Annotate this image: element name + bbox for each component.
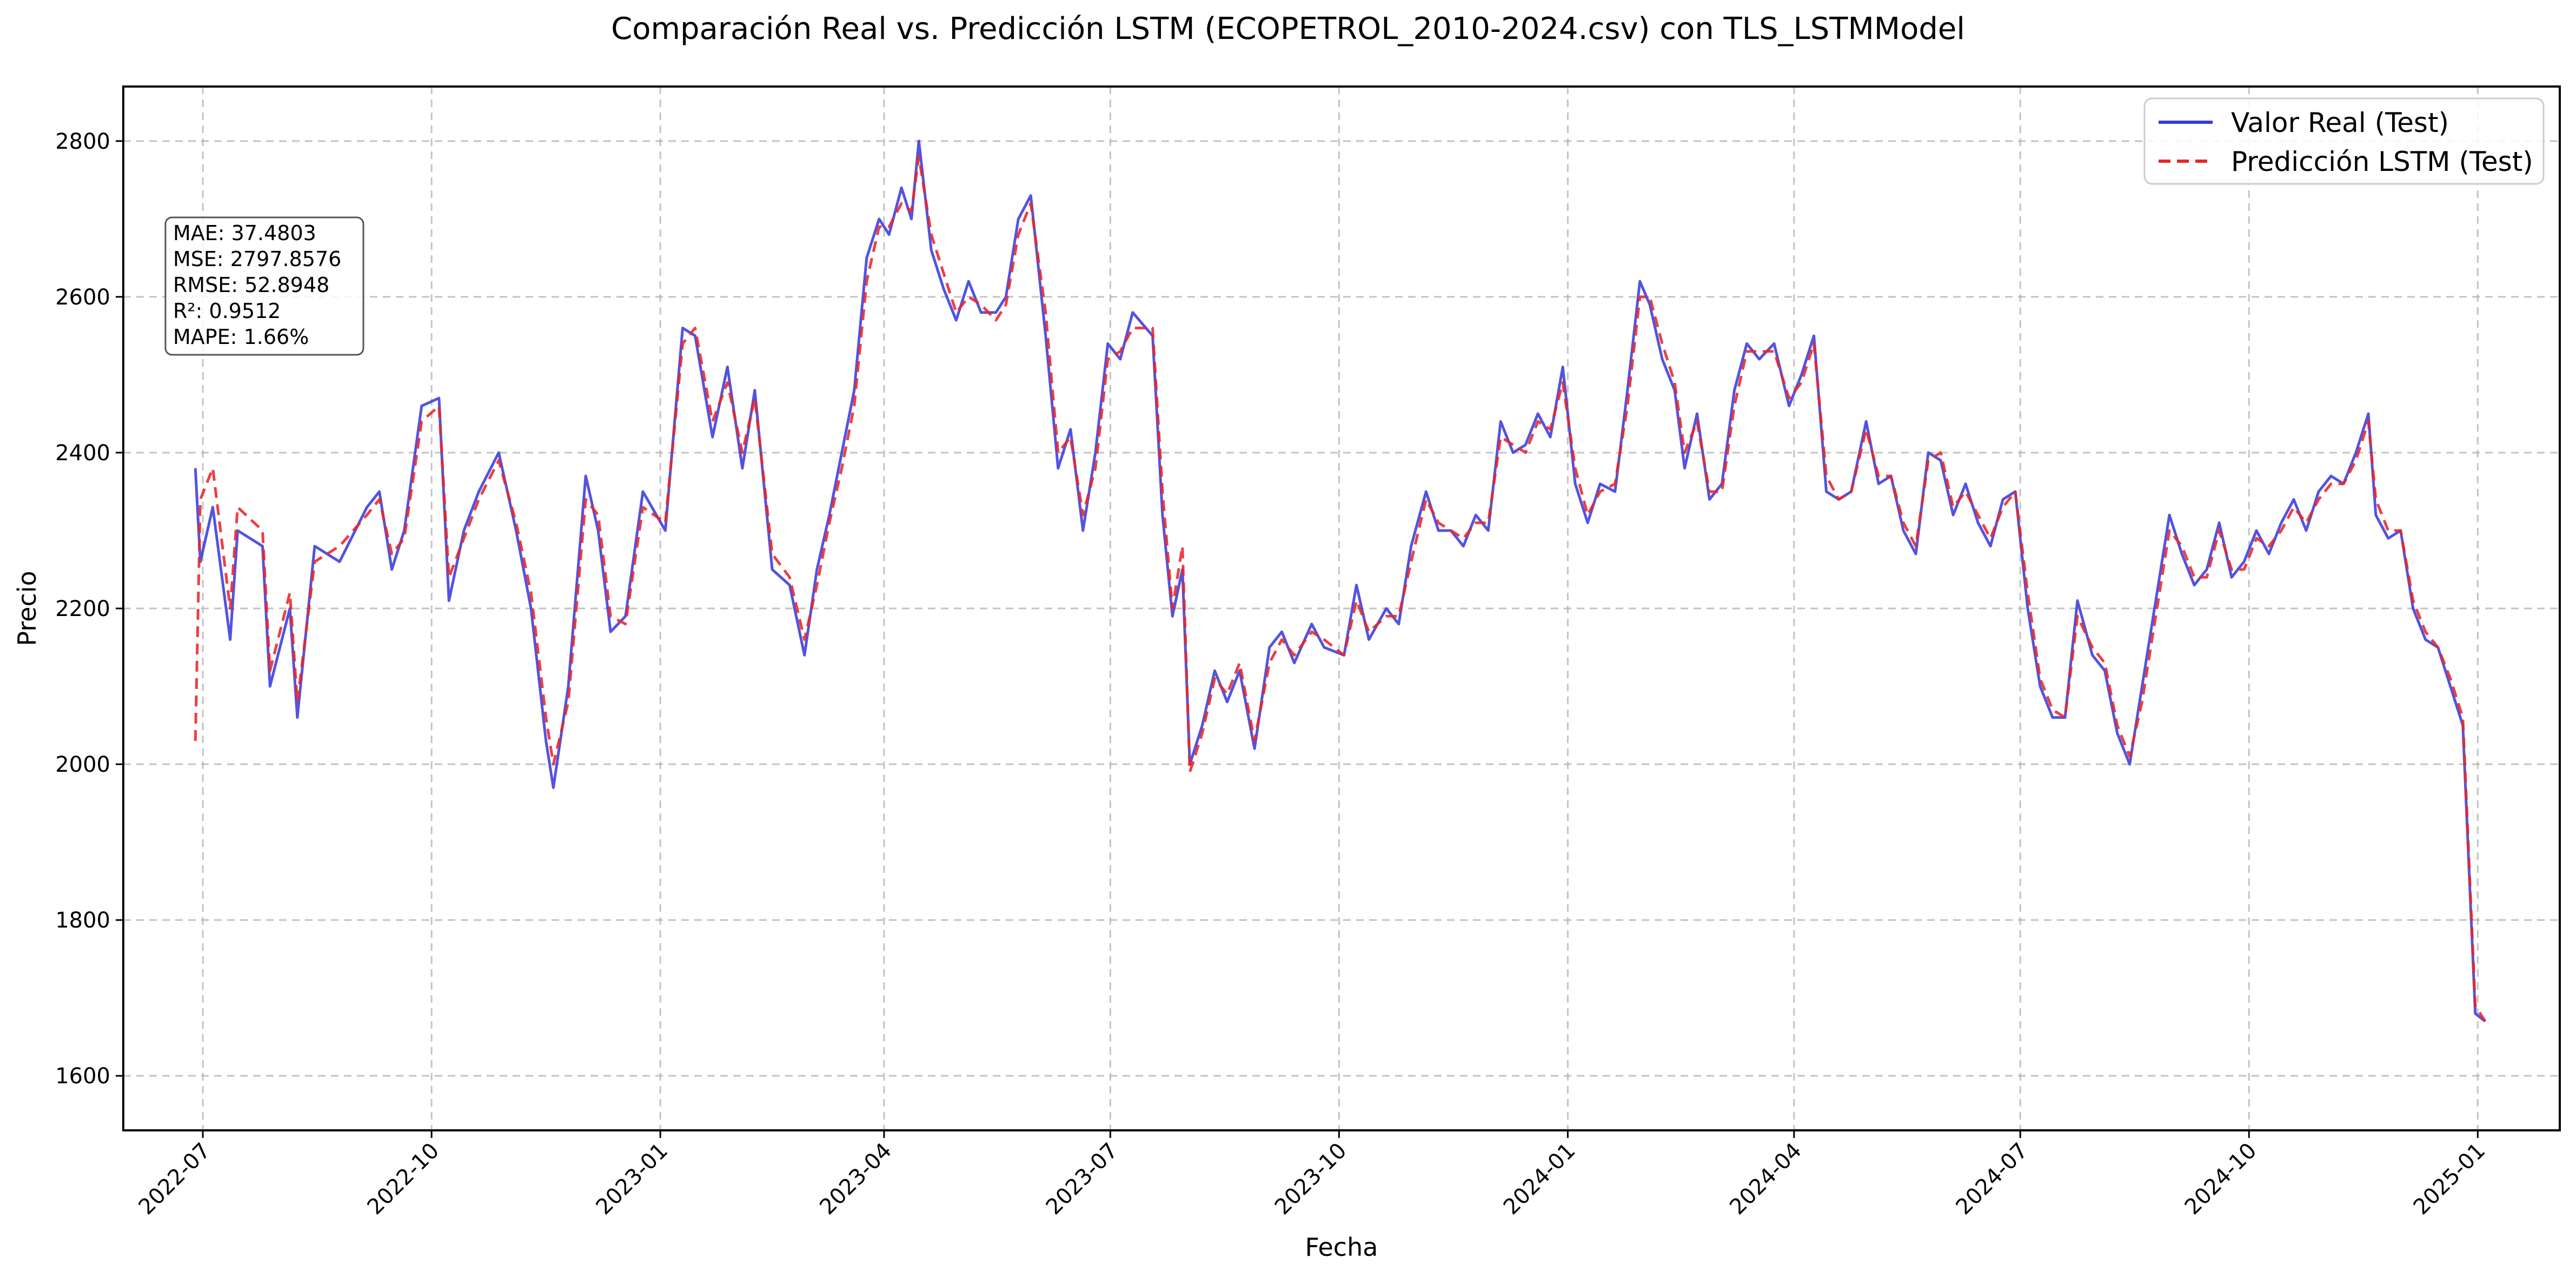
y-tick-label: 2800	[55, 129, 110, 154]
stats-r2: R²: 0.9512	[173, 299, 281, 323]
stats-mape: MAPE: 1.66%	[173, 325, 309, 349]
y-tick-label: 1600	[55, 1064, 110, 1089]
legend: Valor Real (Test) Predicción LSTM (Test)	[2143, 97, 2545, 185]
y-axis-label: Precio	[12, 571, 42, 646]
series-line-real	[194, 140, 2486, 1023]
legend-label-real: Valor Real (Test)	[2231, 107, 2449, 138]
y-tick-label: 2400	[55, 441, 110, 466]
stats-box-frame	[164, 216, 364, 356]
legend-frame	[2143, 97, 2545, 185]
y-tick-label: 2600	[55, 285, 110, 310]
y-tick-label: 2200	[55, 597, 110, 621]
y-axis-ticks: 1600 1800 2000 2200 2400 2600 2800	[55, 129, 123, 1089]
stats-mae: MAE: 37.4803	[173, 221, 316, 245]
series-lines	[194, 140, 2487, 1023]
stats-rmse: RMSE: 52.8948	[173, 273, 329, 297]
y-tick-label: 2000	[55, 752, 110, 777]
stats-mse: MSE: 2797.8576	[173, 247, 341, 271]
x-axis-label: Fecha	[1305, 1233, 1378, 1262]
series-line-prediction	[194, 155, 2487, 1022]
chart-title: Comparación Real vs. Predicción LSTM (EC…	[611, 11, 1965, 47]
legend-label-prediction: Predicción LSTM (Test)	[2231, 146, 2533, 177]
y-tick-label: 1800	[55, 908, 110, 933]
stats-box: MAE: 37.4803 MSE: 2797.8576 RMSE: 52.894…	[164, 216, 364, 356]
